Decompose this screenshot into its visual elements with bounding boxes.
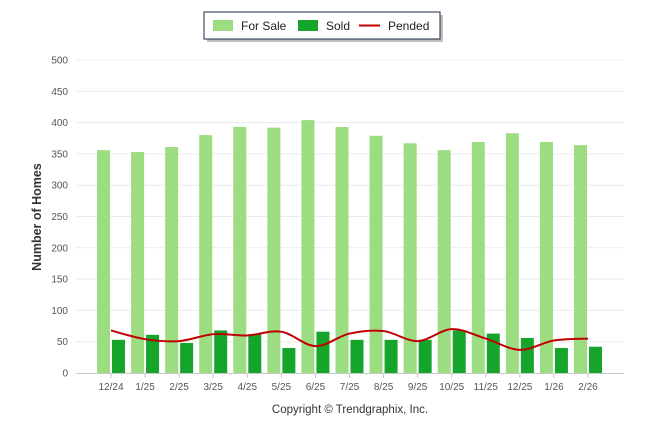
y-tick-label: 300 [51,181,68,192]
x-tick-label: 3/25 [203,382,223,393]
x-tick-label: 4/25 [238,382,258,393]
y-tick-label: 400 [51,118,68,129]
x-tick-label: 9/25 [408,382,428,393]
bar-for-sale [199,135,213,373]
x-tick-label: 7/25 [340,382,360,393]
bar-for-sale [471,142,485,373]
bar-sold [180,342,194,373]
y-tick-label: 0 [62,369,68,380]
legend-swatch-sold [298,20,318,31]
bar-for-sale [267,127,281,373]
bar-sold [350,339,364,373]
bar-for-sale [335,126,349,374]
y-tick-label: 100 [51,306,68,317]
copyright-credit: Copyright © Trendgraphix, Inc. [272,404,428,416]
y-tick-label: 450 [51,87,68,98]
x-tick-label: 2/25 [169,382,189,393]
x-axis: 12/24 1/25 2/25 3/25 4/25 5/25 6/25 7/25 8/25 9/2… [98,374,598,393]
bar-sold [520,337,534,373]
bar-sold [316,331,330,373]
bar-sold [384,339,398,373]
bar-for-sale [369,135,383,373]
bar-sold [554,347,568,373]
bar-sold [589,346,602,373]
bar-for-sale [165,147,179,373]
bar-for-sale [131,152,145,373]
legend-swatch-for-sale [213,20,233,31]
x-tick-label: 5/25 [272,382,292,393]
bars [97,120,602,374]
x-tick-label: 12/25 [507,382,532,393]
y-axis-label: Number of Homes [30,163,44,271]
pended-line [110,328,589,351]
legend: For Sale Sold Pended [203,11,443,42]
x-tick-label: 1/25 [135,382,155,393]
x-tick-label: 11/25 [474,382,499,393]
bar-for-sale [505,133,519,373]
legend-label-pended: Pended [388,19,429,33]
bar-sold [112,339,125,373]
x-tick-label: 12/24 [98,382,123,393]
x-tick-label: 2/26 [578,382,598,393]
x-tick-label: 6/25 [306,382,326,393]
y-tick-label: 250 [51,212,68,223]
bar-for-sale [97,150,110,373]
x-tick-label: 8/25 [374,382,394,393]
bar-for-sale [437,150,451,373]
pended-line-path [110,328,589,351]
legend-label-for-sale: For Sale [241,19,287,33]
y-tick-label: 200 [51,243,68,254]
bar-for-sale [539,142,553,373]
bar-sold [282,347,296,373]
bar-sold [146,334,160,373]
legend-label-sold: Sold [326,19,350,33]
bar-sold [452,330,466,373]
bar-sold [248,334,262,373]
bar-for-sale [403,143,417,373]
bar-sold [418,339,432,373]
x-tick-label: 1/26 [544,382,564,393]
bar-for-sale [233,126,247,374]
y-tick-label: 350 [51,149,68,160]
y-axis: 0 50 100 150 200 250 300 350 400 450 500 [51,56,68,380]
bar-for-sale [301,120,315,373]
y-tick-label: 150 [51,275,68,286]
bar-sold [214,330,228,373]
y-tick-label: 50 [57,337,69,348]
bar-for-sale [574,145,587,373]
y-tick-label: 500 [51,56,68,67]
x-tick-label: 10/25 [439,382,464,393]
